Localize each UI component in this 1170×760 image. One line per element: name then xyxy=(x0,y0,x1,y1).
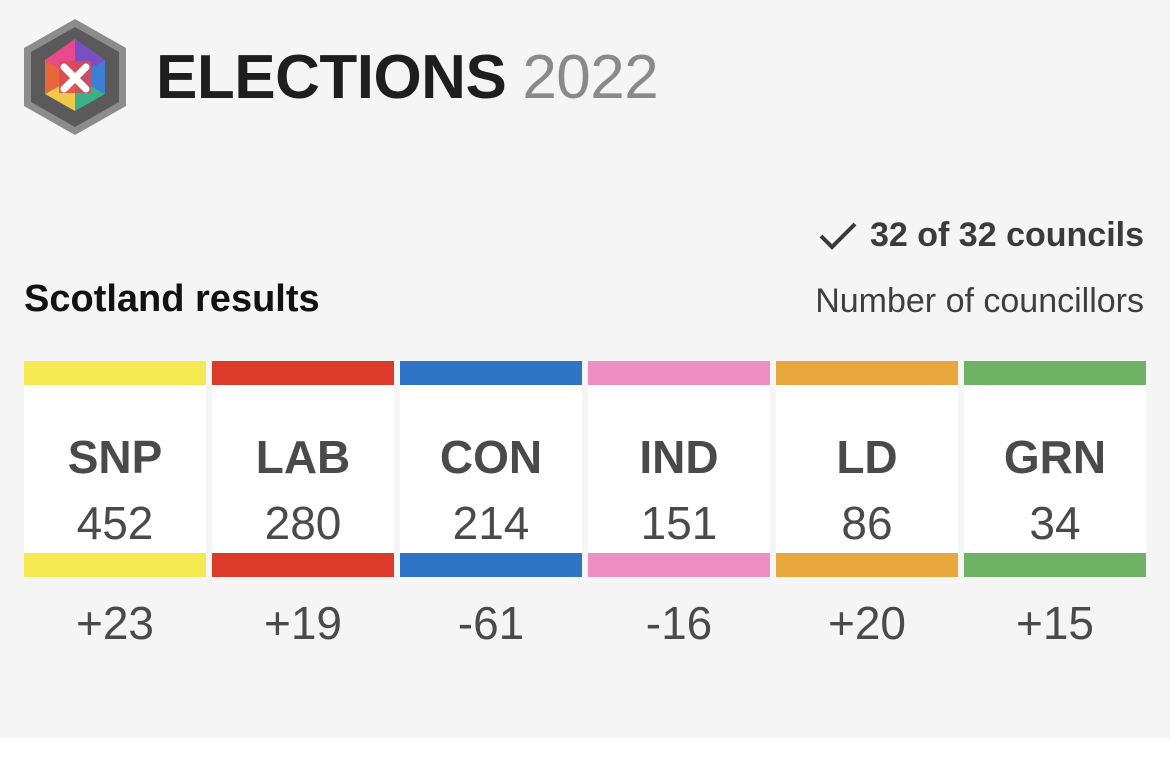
card-body: SNP 452 xyxy=(24,385,206,553)
seat-count: 86 xyxy=(841,497,893,549)
ballot-x-hexagon-icon xyxy=(24,19,126,135)
seat-change: -16 xyxy=(645,597,713,649)
party-name: GRN xyxy=(1003,431,1107,483)
card-body: GRN 34 xyxy=(964,385,1146,553)
party-name: LAB xyxy=(255,431,351,483)
seat-change: +23 xyxy=(75,597,155,649)
seat-change: +15 xyxy=(1015,597,1095,649)
color-stripe-top xyxy=(776,361,958,385)
card-body: CON 214 xyxy=(400,385,582,553)
color-stripe-top xyxy=(964,361,1146,385)
seat-change: -61 xyxy=(457,597,525,649)
party-card-grn: GRN 34 +15 xyxy=(964,361,1146,647)
card-body: IND 151 xyxy=(588,385,770,553)
party-card-ind: IND 151 -16 xyxy=(588,361,770,647)
unit-label: Number of councillors xyxy=(815,282,1144,320)
seat-count: 34 xyxy=(1029,497,1081,549)
seat-count: 280 xyxy=(264,497,342,549)
color-stripe-bottom xyxy=(24,553,206,577)
party-name: LD xyxy=(836,431,898,483)
color-stripe-top xyxy=(400,361,582,385)
seat-change: +19 xyxy=(263,597,343,649)
color-stripe-bottom xyxy=(588,553,770,577)
color-stripe-top xyxy=(24,361,206,385)
seat-count: 214 xyxy=(452,497,530,549)
card-body: LAB 280 xyxy=(212,385,394,553)
color-stripe-bottom xyxy=(776,553,958,577)
party-name: SNP xyxy=(67,431,163,483)
color-stripe-bottom xyxy=(400,553,582,577)
seat-count: 452 xyxy=(76,497,154,549)
party-card-snp: SNP 452 +23 xyxy=(24,361,206,647)
councils-declared-status: 32 of 32 councils xyxy=(818,216,1144,255)
party-name: CON xyxy=(439,431,543,483)
checkmark-icon xyxy=(819,222,857,250)
party-card-ld: LD 86 +20 xyxy=(776,361,958,647)
seat-count: 151 xyxy=(640,497,718,549)
party-card-lab: LAB 280 +19 xyxy=(212,361,394,647)
seat-change: +20 xyxy=(827,597,907,649)
party-name: IND xyxy=(639,431,719,483)
results-panel: ELECTIONS 2022 32 of 32 councils Scotland… xyxy=(24,18,1146,647)
color-stripe-bottom xyxy=(212,553,394,577)
councils-count: 32 of 32 councils xyxy=(870,216,1144,254)
party-results: SNP 452 +23 LAB 280 +19 CON 214 -61 xyxy=(24,361,1146,647)
section-title: Scotland results xyxy=(24,278,320,320)
color-stripe-top xyxy=(212,361,394,385)
title-text: ELECTIONS xyxy=(156,42,507,112)
card-body: LD 86 xyxy=(776,385,958,553)
color-stripe-top xyxy=(588,361,770,385)
color-stripe-bottom xyxy=(964,553,1146,577)
page-title: ELECTIONS 2022 xyxy=(156,42,659,113)
party-card-con: CON 214 -61 xyxy=(400,361,582,647)
title-year: 2022 xyxy=(522,42,659,112)
header: ELECTIONS 2022 xyxy=(24,18,659,136)
